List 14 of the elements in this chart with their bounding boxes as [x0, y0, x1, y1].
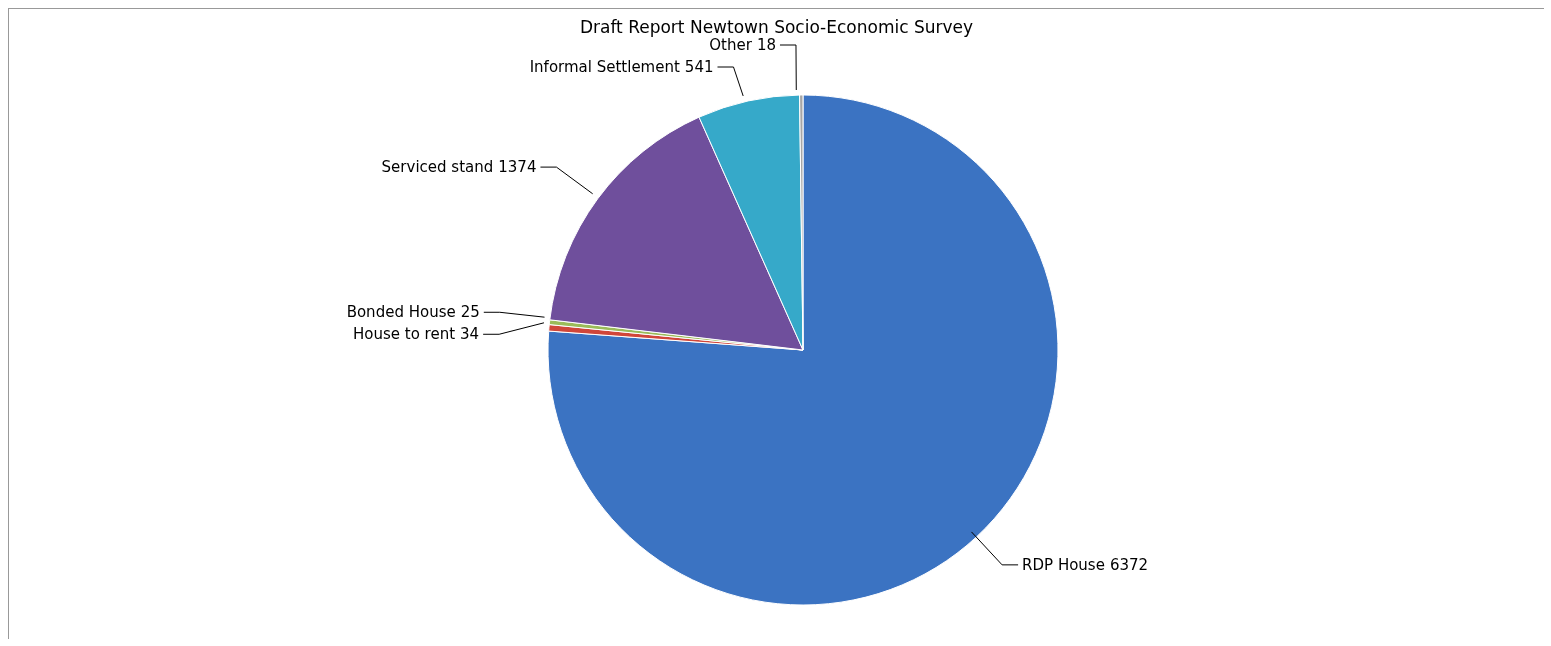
- chart-title: Draft Report Newtown Socio-Economic Survey: [579, 17, 974, 37]
- data-label: 6372: [1109, 555, 1149, 574]
- data-label: 34: [460, 325, 480, 344]
- data-label: 1374: [498, 158, 537, 177]
- slice-label: House to rent: [352, 325, 456, 344]
- data-label: 18: [756, 36, 776, 55]
- pie-slice: [547, 94, 1059, 606]
- slice-label: Serviced stand: [381, 158, 494, 177]
- slice-label: Other: [709, 36, 753, 55]
- data-label: 25: [460, 303, 480, 322]
- slice-label: RDP House: [1022, 555, 1105, 574]
- slice-label: Bonded House: [346, 303, 456, 322]
- slice-label: Informal Settlement: [529, 58, 680, 77]
- data-label: 541: [684, 58, 714, 77]
